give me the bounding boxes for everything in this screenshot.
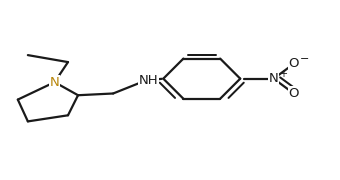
Text: N: N bbox=[269, 72, 278, 85]
Text: +: + bbox=[279, 69, 287, 79]
Text: −: − bbox=[300, 55, 309, 64]
Text: NH: NH bbox=[138, 74, 158, 87]
Text: O: O bbox=[289, 57, 299, 70]
Text: O: O bbox=[289, 87, 299, 100]
Text: N: N bbox=[50, 76, 59, 89]
